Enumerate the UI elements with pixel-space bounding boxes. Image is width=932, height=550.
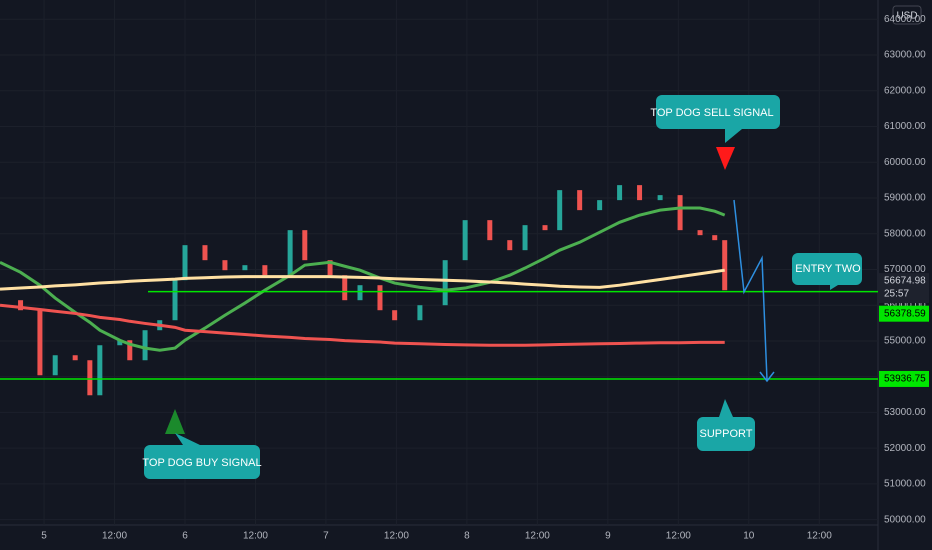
candle	[522, 225, 528, 251]
callout	[656, 95, 780, 143]
candle	[637, 185, 643, 201]
y-tick-label: 62000.00	[884, 85, 926, 96]
y-tick-label: 58000.00	[884, 228, 926, 239]
callout	[792, 253, 862, 290]
level-badge	[879, 305, 929, 322]
x-tick-label: 6	[182, 531, 188, 542]
candle	[542, 225, 548, 231]
annotation: SUPPORT	[700, 428, 753, 440]
candle	[442, 260, 448, 306]
candle	[697, 230, 703, 236]
candle	[487, 220, 493, 241]
candle	[222, 260, 228, 271]
y-tick-label: 63000.00	[884, 50, 926, 61]
candle	[202, 245, 208, 261]
x-tick-label: 12:00	[525, 531, 550, 542]
candle	[712, 235, 718, 241]
x-tick-label: 10	[743, 531, 755, 542]
candle	[507, 240, 513, 251]
candle	[97, 345, 103, 396]
candle	[677, 195, 683, 231]
candle	[142, 330, 148, 361]
last-price: 56674.98	[884, 276, 926, 287]
y-tick-label: 52000.00	[884, 443, 926, 454]
candle	[557, 190, 563, 231]
annotation: ENTRY TWO	[795, 263, 861, 275]
candle	[52, 355, 58, 376]
candle	[342, 275, 348, 301]
projection	[733, 199, 768, 381]
x-tick-label: 8	[464, 531, 470, 542]
moving-average	[0, 206, 726, 352]
y-tick-label: 57000.00	[884, 264, 926, 275]
candle	[18, 300, 24, 311]
countdown: 25:57	[884, 289, 909, 300]
candle	[302, 230, 308, 261]
candle	[87, 360, 93, 396]
candle	[287, 230, 293, 276]
y-tick-label: 64000.00	[884, 14, 926, 25]
candle	[117, 340, 123, 346]
y-tick-label: 59000.00	[884, 193, 926, 204]
sell-arrow	[716, 147, 735, 170]
candle	[37, 310, 43, 376]
candle	[172, 280, 178, 321]
candle	[722, 240, 728, 291]
x-tick-label: 12:00	[807, 531, 832, 542]
candle	[617, 185, 623, 201]
candle	[72, 355, 78, 361]
y-tick-label: 61000.00	[884, 121, 926, 132]
candle	[182, 245, 188, 281]
price-badge	[879, 273, 929, 304]
currency-badge[interactable]	[892, 5, 922, 25]
currency: USD	[896, 11, 917, 22]
candle	[127, 340, 133, 361]
candle	[262, 265, 268, 276]
candle	[392, 310, 398, 321]
moving-average	[0, 268, 725, 291]
candle	[417, 305, 423, 321]
candle	[242, 265, 248, 271]
candle	[327, 260, 333, 276]
x-tick-label: 5	[41, 531, 47, 542]
buy-arrow	[165, 409, 185, 434]
candle	[462, 220, 468, 261]
annotation: TOP DOG BUY SIGNAL	[142, 457, 261, 469]
y-tick-label: 51000.00	[884, 479, 926, 490]
y-tick-label: 56000.00	[884, 300, 926, 311]
annotation: TOP DOG SELL SIGNAL	[650, 107, 773, 119]
candle	[577, 190, 583, 211]
projection-head	[759, 371, 775, 383]
y-tick-label: 50000.00	[884, 514, 926, 525]
x-tick-label: 12:00	[666, 531, 691, 542]
moving-average	[0, 303, 725, 347]
candle	[657, 195, 663, 201]
candle	[357, 285, 363, 301]
y-tick-label: 55000.00	[884, 336, 926, 347]
x-tick-label: 12:00	[384, 531, 409, 542]
x-tick-label: 7	[323, 531, 329, 542]
callout	[697, 399, 755, 451]
level-badge	[879, 370, 929, 387]
level-label: 53936.75	[884, 374, 926, 385]
plot	[0, 185, 878, 396]
level-label: 56378.59	[884, 308, 926, 319]
candle	[597, 200, 603, 211]
callout	[144, 433, 260, 479]
candle	[377, 285, 383, 311]
x-tick-label: 12:00	[243, 531, 268, 542]
x-tick-label: 12:00	[102, 531, 127, 542]
y-tick-label: 53000.00	[884, 407, 926, 418]
x-tick-label: 9	[605, 531, 611, 542]
y-tick-label: 60000.00	[884, 157, 926, 168]
